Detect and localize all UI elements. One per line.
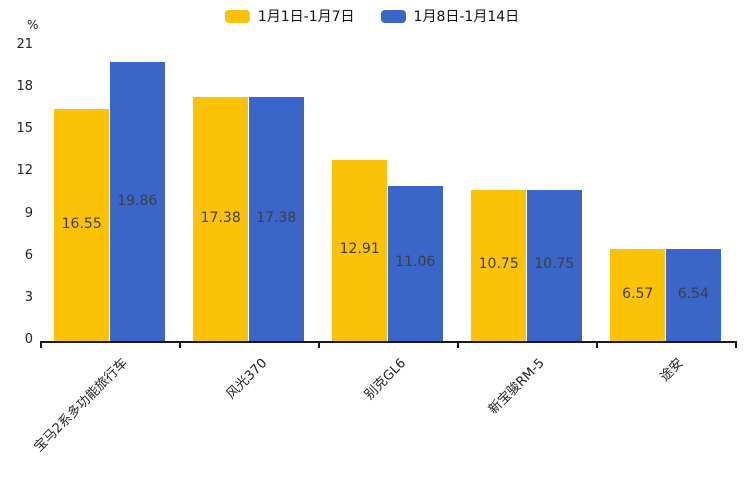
y-axis-tick-label: 3: [24, 289, 33, 305]
bar-series2-cat2[interactable]: [248, 96, 305, 341]
bar-series1-cat4[interactable]: [470, 189, 527, 341]
y-axis-tick-label: 21: [16, 37, 33, 52]
bar-series2-cat1[interactable]: [109, 62, 166, 341]
y-axis-tick-label: 12: [16, 163, 33, 179]
bar-value-label: 16.55: [61, 215, 102, 232]
legend-label-week2: 1月8日-1月14日: [413, 9, 520, 25]
bar-value-label: 17.38: [256, 209, 297, 226]
bar-value-label: 12.91: [339, 241, 380, 258]
bar-series1-cat1[interactable]: [53, 108, 110, 341]
x-axis-line: [40, 341, 737, 343]
x-axis-tick-mark: [735, 343, 737, 348]
x-axis-tick-mark: [179, 343, 181, 348]
legend-item-week2[interactable]: 1月8日-1月14日: [380, 6, 520, 26]
x-axis-category-label: 途安: [657, 355, 687, 385]
bar-series1-cat5[interactable]: [609, 248, 666, 341]
y-axis-tick-label: 0: [24, 332, 33, 347]
legend-label-week1: 1月1日-1月7日: [257, 9, 355, 25]
chart-legend: 1月1日-1月7日 1月8日-1月14日: [0, 6, 744, 26]
legend-item-week1[interactable]: 1月1日-1月7日: [224, 6, 355, 26]
x-axis-tick-mark: [457, 343, 459, 348]
legend-swatch-week1-icon: [224, 9, 250, 23]
y-axis-unit-label: %: [27, 18, 39, 32]
bar-value-label: 6.54: [677, 286, 709, 303]
bar-series2-cat5[interactable]: [665, 249, 722, 341]
bar-series1-cat3[interactable]: [331, 159, 388, 341]
bar-series1-cat2[interactable]: [192, 96, 249, 341]
x-axis-category-label: 别克GL6: [361, 355, 409, 403]
y-axis-tick-label: 9: [24, 205, 33, 221]
x-axis-tick-mark: [318, 343, 320, 348]
bar-value-label: 10.75: [478, 256, 519, 273]
x-axis-category-label: 宝马2系多功能旅行车: [31, 355, 131, 456]
y-axis-tick-label: 18: [16, 79, 33, 95]
bar-value-label: 10.75: [534, 256, 575, 273]
x-axis-tick-mark: [40, 343, 42, 348]
bar-series2-cat3[interactable]: [387, 185, 444, 341]
bar-series2-cat4[interactable]: [526, 189, 583, 341]
bar-value-label: 6.57: [622, 285, 654, 302]
y-axis-tick-label: 15: [16, 121, 33, 137]
bar-value-label: 17.38: [200, 209, 241, 226]
legend-swatch-week2-icon: [380, 9, 406, 23]
bar-value-label: 11.06: [395, 254, 436, 271]
bar-value-label: 19.86: [117, 192, 158, 209]
x-axis-category-label: 新宝骏RM-5: [486, 355, 548, 418]
x-axis-tick-mark: [596, 343, 598, 348]
x-axis-category-label: 风光370: [223, 355, 270, 403]
y-axis-tick-label: 6: [24, 247, 33, 263]
